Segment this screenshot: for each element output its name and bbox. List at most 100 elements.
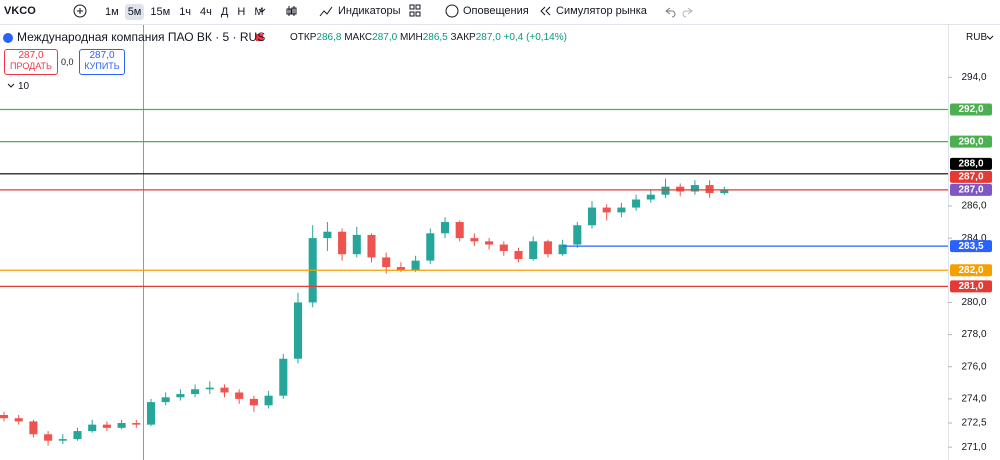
candle-body	[73, 431, 82, 440]
candle-body	[720, 189, 729, 194]
timeframe[interactable]: 1ч	[179, 6, 192, 18]
high-label: МАКС	[344, 32, 373, 43]
last-price-label: 287,0	[958, 185, 983, 196]
timeframe[interactable]: Д	[220, 6, 229, 18]
replay-icon[interactable]	[540, 6, 551, 16]
candle-body	[0, 414, 9, 419]
candle-body	[220, 387, 229, 393]
low: 286,5	[422, 32, 448, 43]
layout-icon[interactable]	[409, 4, 421, 17]
candle-body	[646, 194, 655, 200]
timeframe[interactable]: 1м	[105, 6, 119, 18]
candle-body	[293, 302, 303, 359]
candle-body	[323, 231, 332, 239]
candle-body	[191, 389, 200, 395]
candle-icon[interactable]	[286, 6, 297, 16]
last-price-label-box	[950, 183, 992, 196]
close-label: ЗАКР	[450, 32, 476, 43]
y-tick-label: 276,0	[961, 361, 986, 372]
open: 286,8	[316, 32, 342, 43]
chevron[interactable]	[258, 8, 266, 13]
candle-body	[426, 233, 435, 261]
currency[interactable]: RUB	[966, 32, 988, 43]
add-icon[interactable]	[73, 4, 87, 18]
candle-body	[161, 397, 170, 403]
level-label-box	[950, 240, 992, 253]
undo-icon[interactable]	[665, 7, 676, 18]
timeframe[interactable]: М	[254, 6, 264, 18]
spread: 0,0	[61, 57, 74, 67]
low-label: МИН	[399, 32, 423, 43]
close: 287,0	[475, 32, 501, 43]
candle-body	[617, 207, 626, 213]
candle-body	[602, 207, 611, 213]
candle-body	[499, 244, 508, 251]
sell-button[interactable]: 287,0 ПРОДАТЬ	[4, 49, 58, 75]
y-tick-label: 271,0	[961, 442, 986, 453]
candle-body	[529, 241, 538, 260]
timeframe[interactable]: Н	[237, 6, 246, 18]
simulator[interactable]: Симулятор рынка	[556, 5, 647, 17]
candle-body	[676, 186, 685, 192]
candle-body	[29, 421, 38, 435]
buy-price: 287,0	[89, 50, 115, 61]
y-tick-label: 278,0	[961, 329, 986, 340]
level-label: 281,0	[958, 281, 983, 292]
candle-body	[661, 186, 670, 195]
candle-body	[485, 241, 494, 245]
candle-body	[176, 394, 185, 398]
ohlc: ОТКР286,8 МАКС287,0 МИН286,5 ЗАКР287,0 +…	[290, 32, 567, 44]
indicators-icon[interactable]	[319, 6, 333, 17]
y-tick-label: 294,0	[961, 72, 986, 83]
candle-body	[543, 241, 552, 255]
buy-button[interactable]: 287,0 КУПИТЬ	[79, 49, 125, 75]
candle-body	[249, 398, 258, 406]
level-label-box	[950, 170, 992, 183]
indicators[interactable]: Индикаторы	[338, 5, 401, 17]
candle-body	[14, 418, 23, 422]
timeframe[interactable]: 5м	[124, 4, 145, 20]
y-tick-label: 284,0	[961, 233, 986, 244]
level-label: 288,0	[958, 159, 983, 170]
candle-body	[573, 225, 582, 245]
level-label: 283,5	[958, 241, 983, 252]
candle-body	[146, 402, 156, 425]
level-label: 290,0	[958, 136, 983, 147]
candle-body	[411, 260, 420, 271]
sell-label: ПРОДАТЬ	[10, 61, 52, 71]
candle-body	[235, 392, 244, 399]
symbol[interactable]: VKCO	[4, 5, 36, 17]
candle-body	[205, 387, 214, 390]
currency-chevron[interactable]	[986, 35, 994, 40]
redo-icon[interactable]	[682, 7, 693, 18]
y-tick-label: 280,0	[961, 297, 986, 308]
level-label: 292,0	[958, 104, 983, 115]
flag-icon	[256, 34, 263, 41]
alerts[interactable]: Оповещения	[463, 5, 529, 17]
open-label: ОТКР	[290, 32, 317, 43]
candle-body	[382, 257, 391, 268]
timeframe[interactable]: 4ч	[200, 6, 212, 18]
quantity[interactable]: 10	[18, 81, 30, 92]
buy-label: КУПИТЬ	[84, 61, 120, 71]
candle-body	[264, 395, 273, 406]
candle-body	[455, 222, 464, 239]
change: +0,4 (+0,14%)	[503, 32, 567, 43]
level-label-box	[950, 280, 992, 293]
candle-body	[440, 222, 450, 234]
level-label-box	[950, 103, 992, 116]
qty-chevron[interactable]	[7, 83, 15, 88]
candle-body	[117, 423, 126, 428]
candle-body	[705, 185, 714, 194]
timeframes: 1м 5м 15м 1ч 4ч Д Н М	[102, 4, 266, 20]
alerts-icon[interactable]	[445, 4, 459, 18]
timeframe[interactable]: 15м	[150, 6, 171, 18]
candle-body	[396, 267, 405, 271]
high: 287,0	[372, 32, 398, 43]
candle-body	[587, 207, 597, 226]
level-label: 282,0	[958, 265, 983, 276]
sell-price: 287,0	[18, 50, 44, 61]
symbol-icon	[3, 33, 13, 43]
